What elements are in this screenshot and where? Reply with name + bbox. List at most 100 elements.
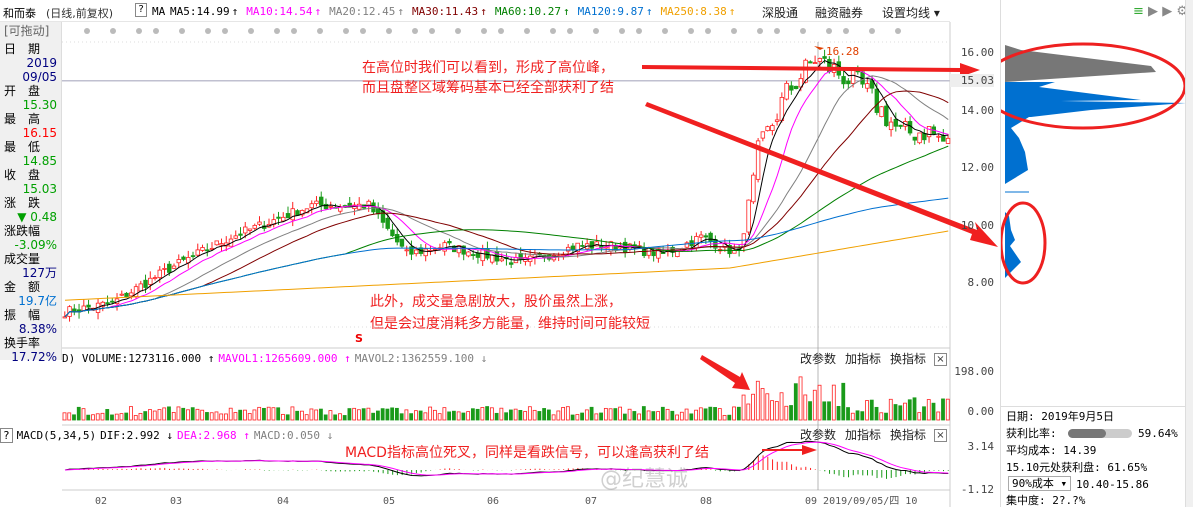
help-button[interactable]: ? bbox=[135, 3, 147, 17]
candle bbox=[385, 217, 390, 229]
volume-bar bbox=[608, 408, 613, 421]
volume-bar bbox=[224, 413, 228, 421]
candle bbox=[651, 251, 656, 257]
step-icon[interactable]: ▶ bbox=[1162, 4, 1173, 19]
info-value: ▼ 0.48 bbox=[17, 210, 57, 224]
volume-bar bbox=[907, 399, 912, 421]
ma-value: MA30:11.43 bbox=[411, 5, 479, 18]
volume-bar bbox=[81, 408, 86, 421]
volume-bar bbox=[618, 406, 622, 421]
volume-bar bbox=[357, 409, 361, 421]
avg-cost: 平均成本: 14.39 bbox=[1006, 444, 1097, 457]
price-axis-label: 10.00 bbox=[960, 218, 994, 232]
gear-icon[interactable]: ⚙ bbox=[1176, 4, 1188, 19]
candle bbox=[888, 121, 894, 131]
volume-bar bbox=[323, 414, 328, 421]
ma-value: MA10:14.54 bbox=[246, 5, 313, 18]
candle bbox=[309, 203, 314, 209]
volume-indicator: MAVOL1:1265609.000 ↑ bbox=[218, 352, 351, 365]
candle bbox=[414, 249, 419, 255]
volume-bar bbox=[922, 406, 926, 421]
volume-bar bbox=[205, 412, 209, 421]
close-panel-button[interactable]: × bbox=[934, 429, 947, 442]
volume-axis-label: 0.00 bbox=[967, 405, 995, 418]
chip-date: 日期: 2019年9月5日 bbox=[1006, 410, 1114, 423]
chart-header: 和而泰 (日线,前复权) ? MA MA5:14.99 ↑ MA10:14.54 ↑ M… bbox=[0, 0, 950, 22]
modify-params-button[interactable]: 改参数 bbox=[800, 352, 837, 366]
volume-bar bbox=[860, 411, 865, 421]
volume-bar bbox=[822, 401, 827, 421]
draggable-label[interactable]: [可拖动] bbox=[4, 24, 50, 38]
candle bbox=[936, 135, 941, 138]
macd-axis-label: -1.12 bbox=[960, 483, 994, 496]
volume-bar bbox=[304, 414, 309, 421]
help-button[interactable]: ? bbox=[0, 428, 13, 443]
modify-params-button[interactable]: 改参数 bbox=[800, 428, 837, 442]
volume-bar bbox=[755, 380, 760, 421]
info-value: 14.85 bbox=[22, 154, 57, 168]
arrow-up-icon: ↑ bbox=[397, 5, 404, 18]
candle bbox=[395, 233, 400, 243]
volume-bar bbox=[589, 406, 594, 421]
candle bbox=[846, 80, 851, 85]
candle bbox=[219, 243, 224, 246]
volume-bar bbox=[656, 411, 660, 421]
close-panel-button[interactable]: × bbox=[934, 353, 947, 366]
volume-bar bbox=[575, 414, 580, 421]
link-hk-connect[interactable]: 深股通 bbox=[762, 6, 799, 20]
volume-bar bbox=[879, 412, 884, 421]
volume-bar bbox=[300, 410, 304, 421]
volume-bar bbox=[485, 406, 490, 421]
volume-bar bbox=[456, 411, 461, 421]
play-icon[interactable]: ▶ bbox=[1148, 4, 1159, 19]
candle bbox=[793, 85, 799, 90]
ma-line bbox=[64, 230, 949, 301]
annotation-text: 而且盘整区域筹码基本已经全部获利了结 bbox=[362, 80, 614, 96]
date-axis-label: 07 bbox=[585, 496, 598, 507]
candle bbox=[205, 249, 210, 252]
change-indicator-button[interactable]: 换指标 bbox=[890, 428, 927, 442]
volume-bar bbox=[694, 409, 698, 421]
event-marker bbox=[481, 28, 487, 34]
volume-bar bbox=[570, 414, 575, 421]
ma-settings-dropdown[interactable]: 设置均线 ▾ bbox=[882, 6, 940, 20]
chip-distribution-panel: ≡ ▶ ▶ ⚙ bbox=[1000, 0, 1188, 507]
chip-bars-icon[interactable]: ≡ bbox=[1133, 4, 1144, 19]
volume-bar bbox=[765, 393, 770, 421]
arrow-up-icon: ↑ bbox=[231, 5, 239, 18]
candle bbox=[247, 228, 253, 231]
volume-bar bbox=[708, 406, 713, 421]
link-margin[interactable]: 融资融券 bbox=[815, 6, 864, 20]
volume-bar bbox=[727, 414, 732, 421]
volume-bar bbox=[789, 405, 793, 421]
event-marker bbox=[360, 28, 366, 34]
event-marker bbox=[567, 28, 573, 34]
volume-bar bbox=[527, 406, 532, 421]
candle bbox=[409, 246, 414, 255]
volume-bar bbox=[423, 412, 428, 421]
candle bbox=[589, 241, 595, 249]
cost-select-value: 90%成本 bbox=[1012, 477, 1054, 490]
volume-bar bbox=[119, 413, 124, 421]
add-indicator-button[interactable]: 加指标 bbox=[845, 352, 882, 366]
candle bbox=[926, 126, 932, 138]
candle bbox=[789, 85, 794, 91]
info-label: 开 盘 bbox=[4, 84, 41, 98]
volume-bar bbox=[542, 408, 547, 421]
scrollbar[interactable] bbox=[1185, 0, 1193, 507]
macd-axis-label: 3.14 bbox=[967, 440, 995, 453]
annotation-arrow bbox=[645, 102, 998, 247]
event-marker bbox=[869, 28, 875, 34]
info-label: 最 低 bbox=[4, 140, 41, 154]
event-marker bbox=[274, 28, 280, 34]
price-axis-label: 16.00 bbox=[960, 46, 994, 59]
change-indicator-button[interactable]: 换指标 bbox=[890, 352, 927, 366]
info-value: 17.72% bbox=[11, 350, 57, 364]
volume-bar bbox=[865, 400, 869, 421]
volume-bar bbox=[271, 407, 276, 421]
volume-bar bbox=[195, 408, 200, 421]
volume-bar bbox=[831, 384, 836, 421]
cost-percent-select[interactable]: 90%成本 ▾ bbox=[1008, 476, 1072, 491]
kline-chart[interactable] bbox=[62, 22, 1000, 507]
add-indicator-button[interactable]: 加指标 bbox=[845, 428, 882, 442]
